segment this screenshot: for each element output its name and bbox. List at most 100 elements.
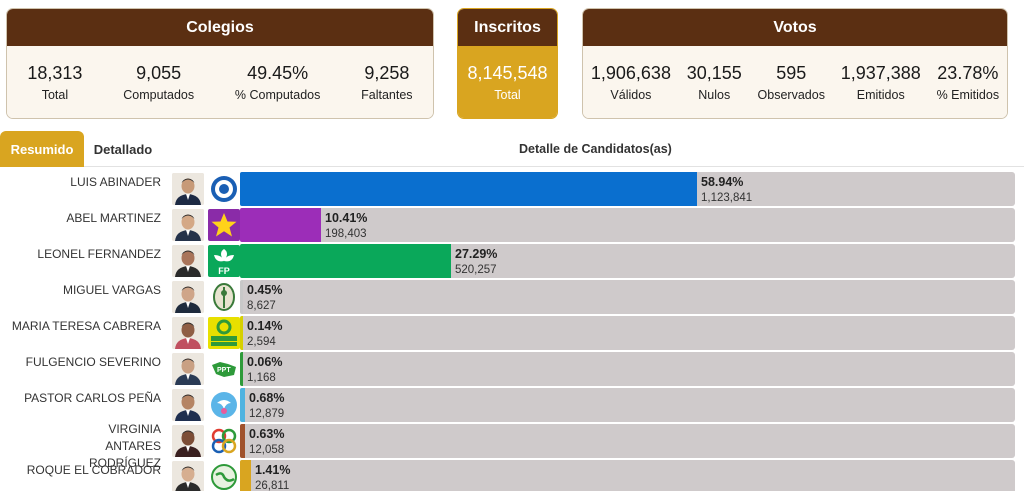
votos-observados: 595 Observados (757, 62, 825, 118)
stat-value: 8,145,548 (467, 63, 548, 83)
vote-bar-track: 10.41% 198,403 (240, 208, 1015, 242)
stat-value: 9,258 (364, 63, 410, 83)
candidates-section-title: Detalle de Candidatos(as) (519, 142, 672, 156)
stat-label: Faltantes (361, 88, 413, 102)
colegios-card: Colegios 18,313 Total 9,055 Computados 4… (6, 8, 434, 119)
vote-count: 8,627 (247, 300, 276, 312)
candidate-name: VIRGINIA ANTARES RODRÍGUEZ (89, 422, 161, 470)
stat-value: 49.45% (247, 63, 309, 83)
colegios-title: Colegios (7, 9, 433, 46)
vote-bar-track: 0.06% 1,168 (240, 352, 1015, 386)
circles-logo (208, 425, 240, 457)
candidate-photo (172, 317, 204, 349)
candidate-row: LEONEL FERNANDEZ FP 27.29% 520,257 (0, 242, 1024, 278)
vote-percent: 0.14% (247, 319, 283, 333)
candidate-photo (172, 353, 204, 385)
candidate-photo (172, 425, 204, 457)
stat-value: 1,937,388 (840, 63, 921, 83)
colegios-stats: 18,313 Total 9,055 Computados 49.45% % C… (7, 46, 433, 118)
vote-count: 1,123,841 (701, 192, 753, 204)
vote-bar-track: 58.94% 1,123,841 (240, 172, 1015, 206)
tab-detallado[interactable]: Detallado (93, 141, 153, 157)
vote-percent: 0.63% (249, 427, 285, 441)
candidate-name: ABEL MARTINEZ (66, 211, 161, 225)
vote-count: 12,058 (249, 444, 285, 456)
candidate-name: LUIS ABINADER (70, 175, 161, 189)
candidate-photo (172, 245, 204, 277)
vote-bar (240, 388, 245, 422)
stat-label: % Emitidos (936, 88, 1000, 102)
votos-card: Votos 1,906,638 Válidos 30,155 Nulos 595… (582, 8, 1008, 119)
candidate-row: ABEL MARTINEZ 10.41% 198,403 (0, 206, 1024, 242)
vote-bar (240, 316, 243, 350)
vote-percent: 0.68% (249, 391, 285, 405)
candidate-photo (172, 281, 204, 313)
vote-count: 1,168 (247, 372, 276, 384)
inscritos-stats: 8,145,548 Total (458, 46, 557, 118)
votos-stats: 1,906,638 Válidos 30,155 Nulos 595 Obser… (583, 46, 1007, 118)
vote-bar-track: 0.68% 12,879 (240, 388, 1015, 422)
frente-amplio-logo (208, 317, 240, 349)
votos-title: Votos (583, 9, 1007, 46)
vote-percent: 27.29% (455, 247, 498, 261)
votos-pct-emitidos: 23.78% % Emitidos (936, 62, 1000, 118)
fp-logo: FP (208, 245, 240, 277)
candidate-row: PASTOR CARLOS PEÑA 0.68% 12,879 (0, 386, 1024, 422)
vote-percent: 1.41% (255, 463, 291, 477)
tab-resumido[interactable]: Resumido (0, 131, 84, 167)
candidate-name: PASTOR CARLOS PEÑA (24, 391, 161, 405)
candidate-row: FULGENCIO SEVERINO PPT 0.06% 1,168 (0, 350, 1024, 386)
stat-label: Válidos (610, 88, 652, 102)
results-tabs: Resumido Detallado (0, 131, 1024, 167)
stat-label: Nulos (698, 88, 731, 102)
stat-label: Total (494, 88, 521, 102)
stat-value: 23.78% (937, 63, 999, 83)
candidate-row: ROQUE EL COBRADOR 1.41% 26,811 (0, 458, 1024, 491)
stat-value: 9,055 (136, 63, 182, 83)
candidate-row: VIRGINIA ANTARES RODRÍGUEZ 0.63% 12,058 (0, 422, 1024, 470)
vote-bar (240, 460, 251, 491)
stat-value: 30,155 (686, 63, 742, 83)
globe-logo (208, 461, 240, 491)
vote-count: 2,594 (247, 336, 276, 348)
vote-percent: 10.41% (325, 211, 368, 225)
stat-label: Computados (123, 88, 195, 102)
stat-value: 1,906,638 (590, 63, 671, 83)
vote-bar-track: 1.41% 26,811 (240, 460, 1015, 491)
vote-percent: 0.06% (247, 355, 283, 369)
stat-label: Emitidos (856, 88, 905, 102)
colegios-pct-computados: 49.45% % Computados (235, 62, 320, 118)
svg-text:PPT: PPT (217, 367, 231, 374)
vote-bar-track: 27.29% 520,257 (240, 244, 1015, 278)
candidate-row: LUIS ABINADER 58.94% 1,123,841 (0, 170, 1024, 206)
stat-value: 595 (776, 63, 807, 83)
candidate-photo (172, 461, 204, 491)
candidate-photo (172, 209, 204, 241)
candidate-name: MIGUEL VARGAS (62, 283, 161, 297)
votos-validos: 1,906,638 Válidos (590, 62, 671, 118)
vote-bar (240, 244, 451, 278)
vote-percent: 58.94% (701, 175, 744, 189)
candidate-row: MIGUEL VARGAS 0.45% 8,627 (0, 278, 1024, 314)
inscritos-total: 8,145,548 Total (467, 62, 548, 118)
candidate-photo (172, 389, 204, 421)
vote-count: 12,879 (249, 408, 285, 420)
colegios-total: 18,313 Total (27, 62, 82, 118)
stat-label: Total (41, 88, 69, 102)
votos-nulos: 30,155 Nulos (686, 62, 742, 118)
stat-label: Observados (757, 88, 825, 102)
vote-bar-track: 0.45% 8,627 (240, 280, 1015, 314)
vote-bar (240, 208, 321, 242)
votos-emitidos: 1,937,388 Emitidos (840, 62, 921, 118)
candidate-photo (172, 173, 204, 205)
svg-text:FP: FP (218, 266, 230, 276)
star-logo (208, 209, 240, 241)
vote-bar (240, 424, 245, 458)
candidate-name: FULGENCIO SEVERINO (25, 355, 161, 369)
vote-bar (240, 352, 243, 386)
vote-bar (240, 280, 243, 314)
candidate-name: LEONEL FERNANDEZ (37, 247, 161, 261)
colegios-computados: 9,055 Computados (123, 62, 195, 118)
inscritos-card: Inscritos 8,145,548 Total (457, 8, 558, 119)
prm-logo (208, 173, 240, 205)
